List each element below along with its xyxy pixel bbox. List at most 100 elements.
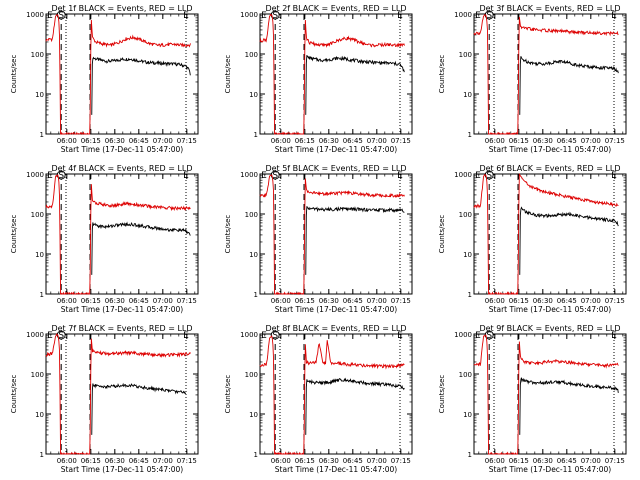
y-tick-label: 1: [254, 291, 258, 299]
marker-label-e: E: [475, 171, 481, 181]
panel-title: Det 8f BLACK = Events, RED = LLD: [265, 324, 406, 333]
y-tick-label: 100: [245, 51, 258, 59]
x-tick-label: 06:30: [105, 297, 125, 305]
panel-title: Det 2f BLACK = Events, RED = LLD: [265, 4, 406, 13]
panel-9: Det 9f BLACK = Events, RED = LLD 1 10 100 10…: [438, 324, 627, 474]
series-events: [305, 206, 405, 275]
y-axis-label: Counts/sec: [438, 215, 446, 254]
x-tick-label: 06:15: [81, 137, 101, 145]
y-tick-label: 1: [468, 131, 472, 139]
x-axis-label: Start Time (17-Dec-11 05:47:00): [489, 145, 611, 154]
x-tick-label: 06:00: [57, 297, 77, 305]
y-tick-label: 1000: [454, 331, 472, 339]
y-axis-label: Counts/sec: [10, 375, 18, 414]
series-lld: [259, 174, 405, 296]
x-tick-label: 07:15: [605, 137, 625, 145]
marker-label-e: E: [397, 11, 403, 21]
y-tick-label: 1000: [454, 11, 472, 19]
marker-label-e: E: [183, 171, 189, 181]
panel-title: Det 6f BLACK = Events, RED = LLD: [479, 164, 620, 173]
series-events: [91, 382, 186, 435]
plot-frame: [259, 13, 413, 135]
plot-frame: [473, 173, 627, 295]
plot-frame: [45, 173, 199, 295]
x-tick-label: 06:45: [343, 137, 363, 145]
marker-label-s: S: [272, 331, 278, 341]
y-tick-label: 1: [468, 451, 472, 459]
plot-frame: [473, 333, 627, 455]
series-lld: [45, 174, 191, 295]
series-lld: [45, 333, 191, 456]
marker-label-s: S: [272, 11, 278, 21]
x-tick-label: 06:00: [57, 457, 77, 465]
marker-circle: [270, 330, 280, 340]
marker-label-e: E: [261, 331, 267, 341]
x-tick-label: 07:00: [153, 137, 173, 145]
x-tick-label: 07:00: [581, 457, 601, 465]
plot-frame: [45, 13, 199, 135]
y-tick-label: 100: [31, 211, 44, 219]
y-tick-label: 1000: [240, 331, 258, 339]
x-tick-label: 06:00: [271, 457, 291, 465]
x-axis-label: Start Time (17-Dec-11 05:47:00): [489, 305, 611, 314]
marker-label-e: E: [397, 331, 403, 341]
marker-label-e: E: [475, 11, 481, 21]
panel-title: Det 4f BLACK = Events, RED = LLD: [51, 164, 192, 173]
panel-3: Det 3f BLACK = Events, RED = LLD 1 10 100 10…: [438, 4, 627, 154]
x-axis-label: Start Time (17-Dec-11 05:47:00): [275, 145, 397, 154]
x-axis-label: Start Time (17-Dec-11 05:47:00): [61, 145, 183, 154]
x-tick-label: 07:15: [391, 137, 411, 145]
series-events: [519, 377, 619, 435]
series-lld: [473, 172, 619, 296]
x-tick-label: 06:15: [509, 297, 529, 305]
x-tick-label: 06:30: [105, 457, 125, 465]
marker-label-e: E: [47, 11, 53, 21]
y-tick-label: 1: [40, 451, 44, 459]
x-tick-label: 06:45: [557, 457, 577, 465]
x-tick-label: 06:45: [129, 297, 149, 305]
x-tick-label: 06:30: [319, 137, 339, 145]
x-axis-label: Start Time (17-Dec-11 05:47:00): [275, 465, 397, 474]
x-tick-label: 06:00: [485, 297, 505, 305]
x-tick-label: 06:00: [485, 137, 505, 145]
x-tick-label: 07:00: [153, 297, 173, 305]
y-axis-label: Counts/sec: [224, 55, 232, 94]
x-tick-label: 06:15: [509, 137, 529, 145]
series-events: [519, 206, 619, 275]
marker-label-s: S: [272, 171, 278, 181]
marker-label-s: S: [486, 331, 492, 341]
x-tick-label: 07:15: [177, 297, 197, 305]
panel-title: Det 1f BLACK = Events, RED = LLD: [51, 4, 192, 13]
marker-label-s: S: [58, 171, 64, 181]
x-tick-label: 06:45: [557, 137, 577, 145]
y-tick-label: 1000: [26, 11, 44, 19]
x-tick-label: 06:00: [485, 457, 505, 465]
x-tick-label: 06:30: [533, 297, 553, 305]
y-tick-label: 10: [463, 91, 472, 99]
panel-5: Det 5f BLACK = Events, RED = LLD 1 10 100 10…: [224, 164, 413, 314]
x-tick-label: 06:15: [509, 457, 529, 465]
x-tick-label: 06:30: [319, 457, 339, 465]
x-tick-label: 07:15: [391, 457, 411, 465]
marker-label-e: E: [611, 331, 617, 341]
x-tick-label: 06:15: [81, 457, 101, 465]
series-lld: [45, 14, 191, 135]
panel-7: Det 7f BLACK = Events, RED = LLD 1 10 100 10…: [10, 324, 199, 474]
y-tick-label: 100: [245, 371, 258, 379]
y-tick-label: 1: [40, 291, 44, 299]
panel-1: Det 1f BLACK = Events, RED = LLD 1 10 100 10…: [10, 4, 199, 154]
series-lld: [473, 334, 619, 455]
series-lld: [473, 14, 619, 135]
x-tick-label: 07:15: [605, 457, 625, 465]
y-tick-label: 1000: [240, 11, 258, 19]
y-tick-label: 1000: [26, 171, 44, 179]
y-axis-label: Counts/sec: [438, 375, 446, 414]
y-tick-label: 100: [459, 211, 472, 219]
x-tick-label: 07:15: [391, 297, 411, 305]
x-tick-label: 07:00: [581, 137, 601, 145]
panel-title: Det 5f BLACK = Events, RED = LLD: [265, 164, 406, 173]
y-tick-label: 100: [459, 371, 472, 379]
y-tick-label: 1000: [240, 171, 258, 179]
x-tick-label: 06:30: [319, 297, 339, 305]
x-tick-label: 06:15: [81, 297, 101, 305]
